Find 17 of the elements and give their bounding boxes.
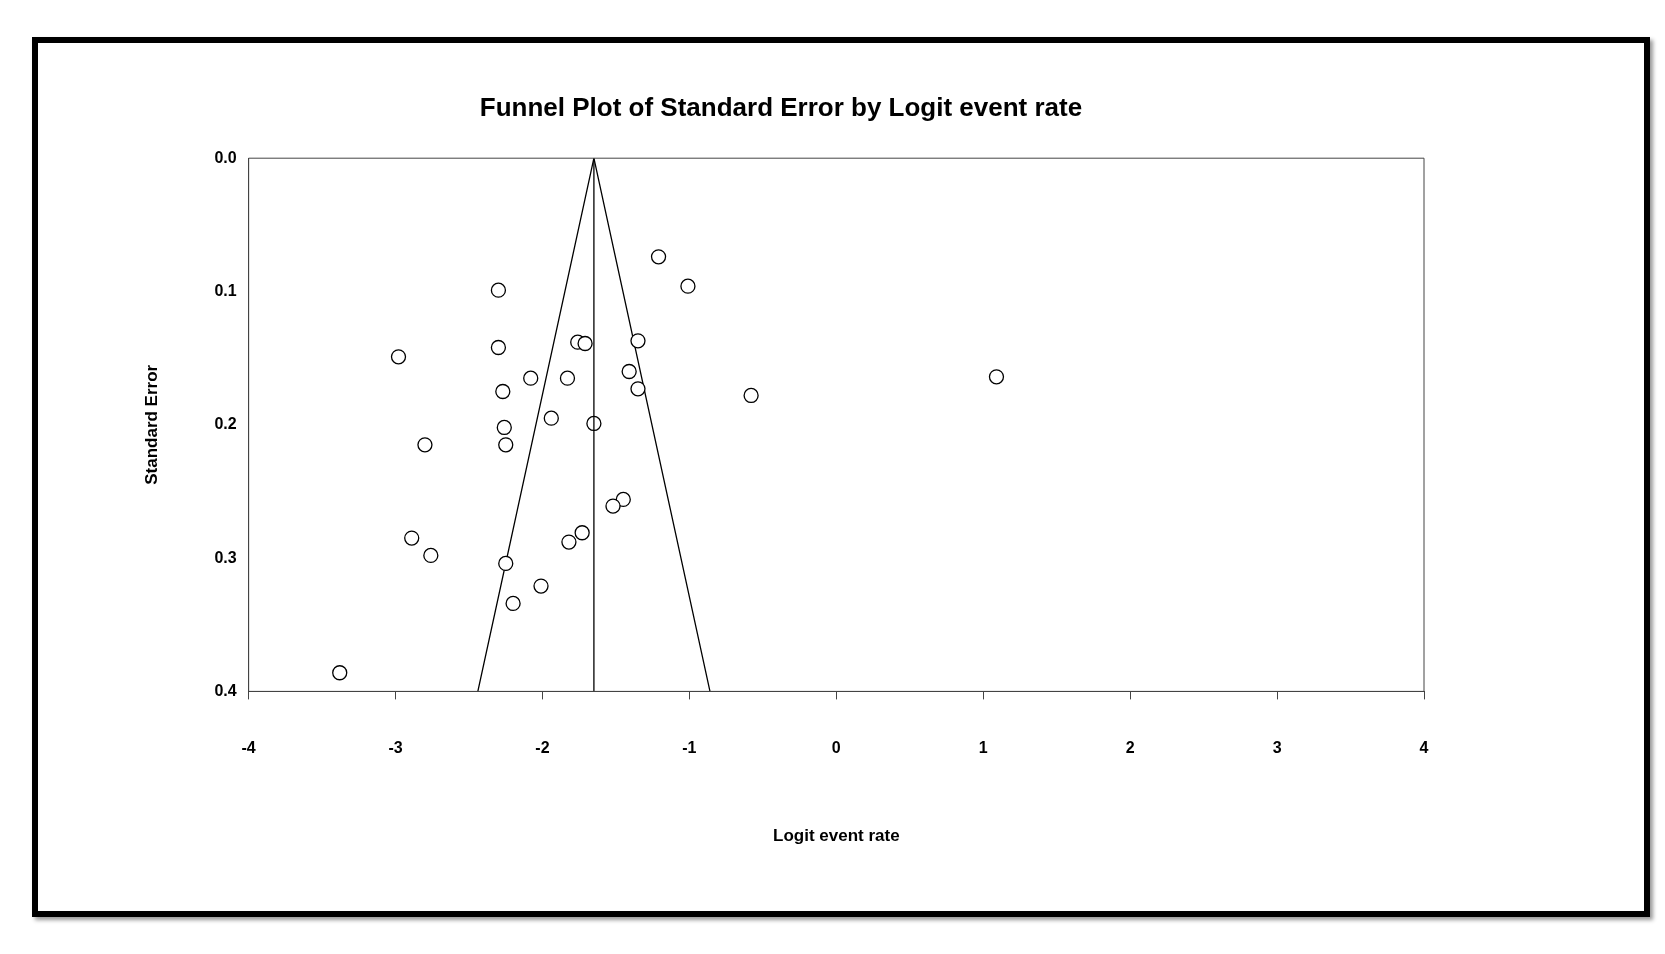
x-axis-title: Logit event rate [773, 826, 900, 846]
y-tick-label: 0.1 [214, 281, 237, 299]
y-tick-label: 0.3 [214, 548, 237, 566]
x-tick-label: 0 [831, 739, 841, 757]
chart-title: Funnel Plot of Standard Error by Logit event rate [479, 91, 1083, 122]
x-tick-label: 2 [1125, 739, 1135, 757]
x-tick-label: -3 [388, 739, 403, 757]
x-tick-label: 4 [1419, 739, 1429, 757]
x-tick-label: 1 [978, 739, 988, 757]
y-tick-label: 0.0 [214, 148, 237, 166]
x-tick-label: -4 [241, 739, 256, 757]
y-tick-label: 0.4 [214, 681, 237, 699]
y-tick-label: 0.2 [214, 415, 237, 433]
x-tick-label: -1 [682, 739, 697, 757]
y-axis-title: Standard Error [141, 364, 161, 485]
x-tick-label: -2 [535, 739, 550, 757]
x-tick-label: 3 [1272, 739, 1282, 757]
